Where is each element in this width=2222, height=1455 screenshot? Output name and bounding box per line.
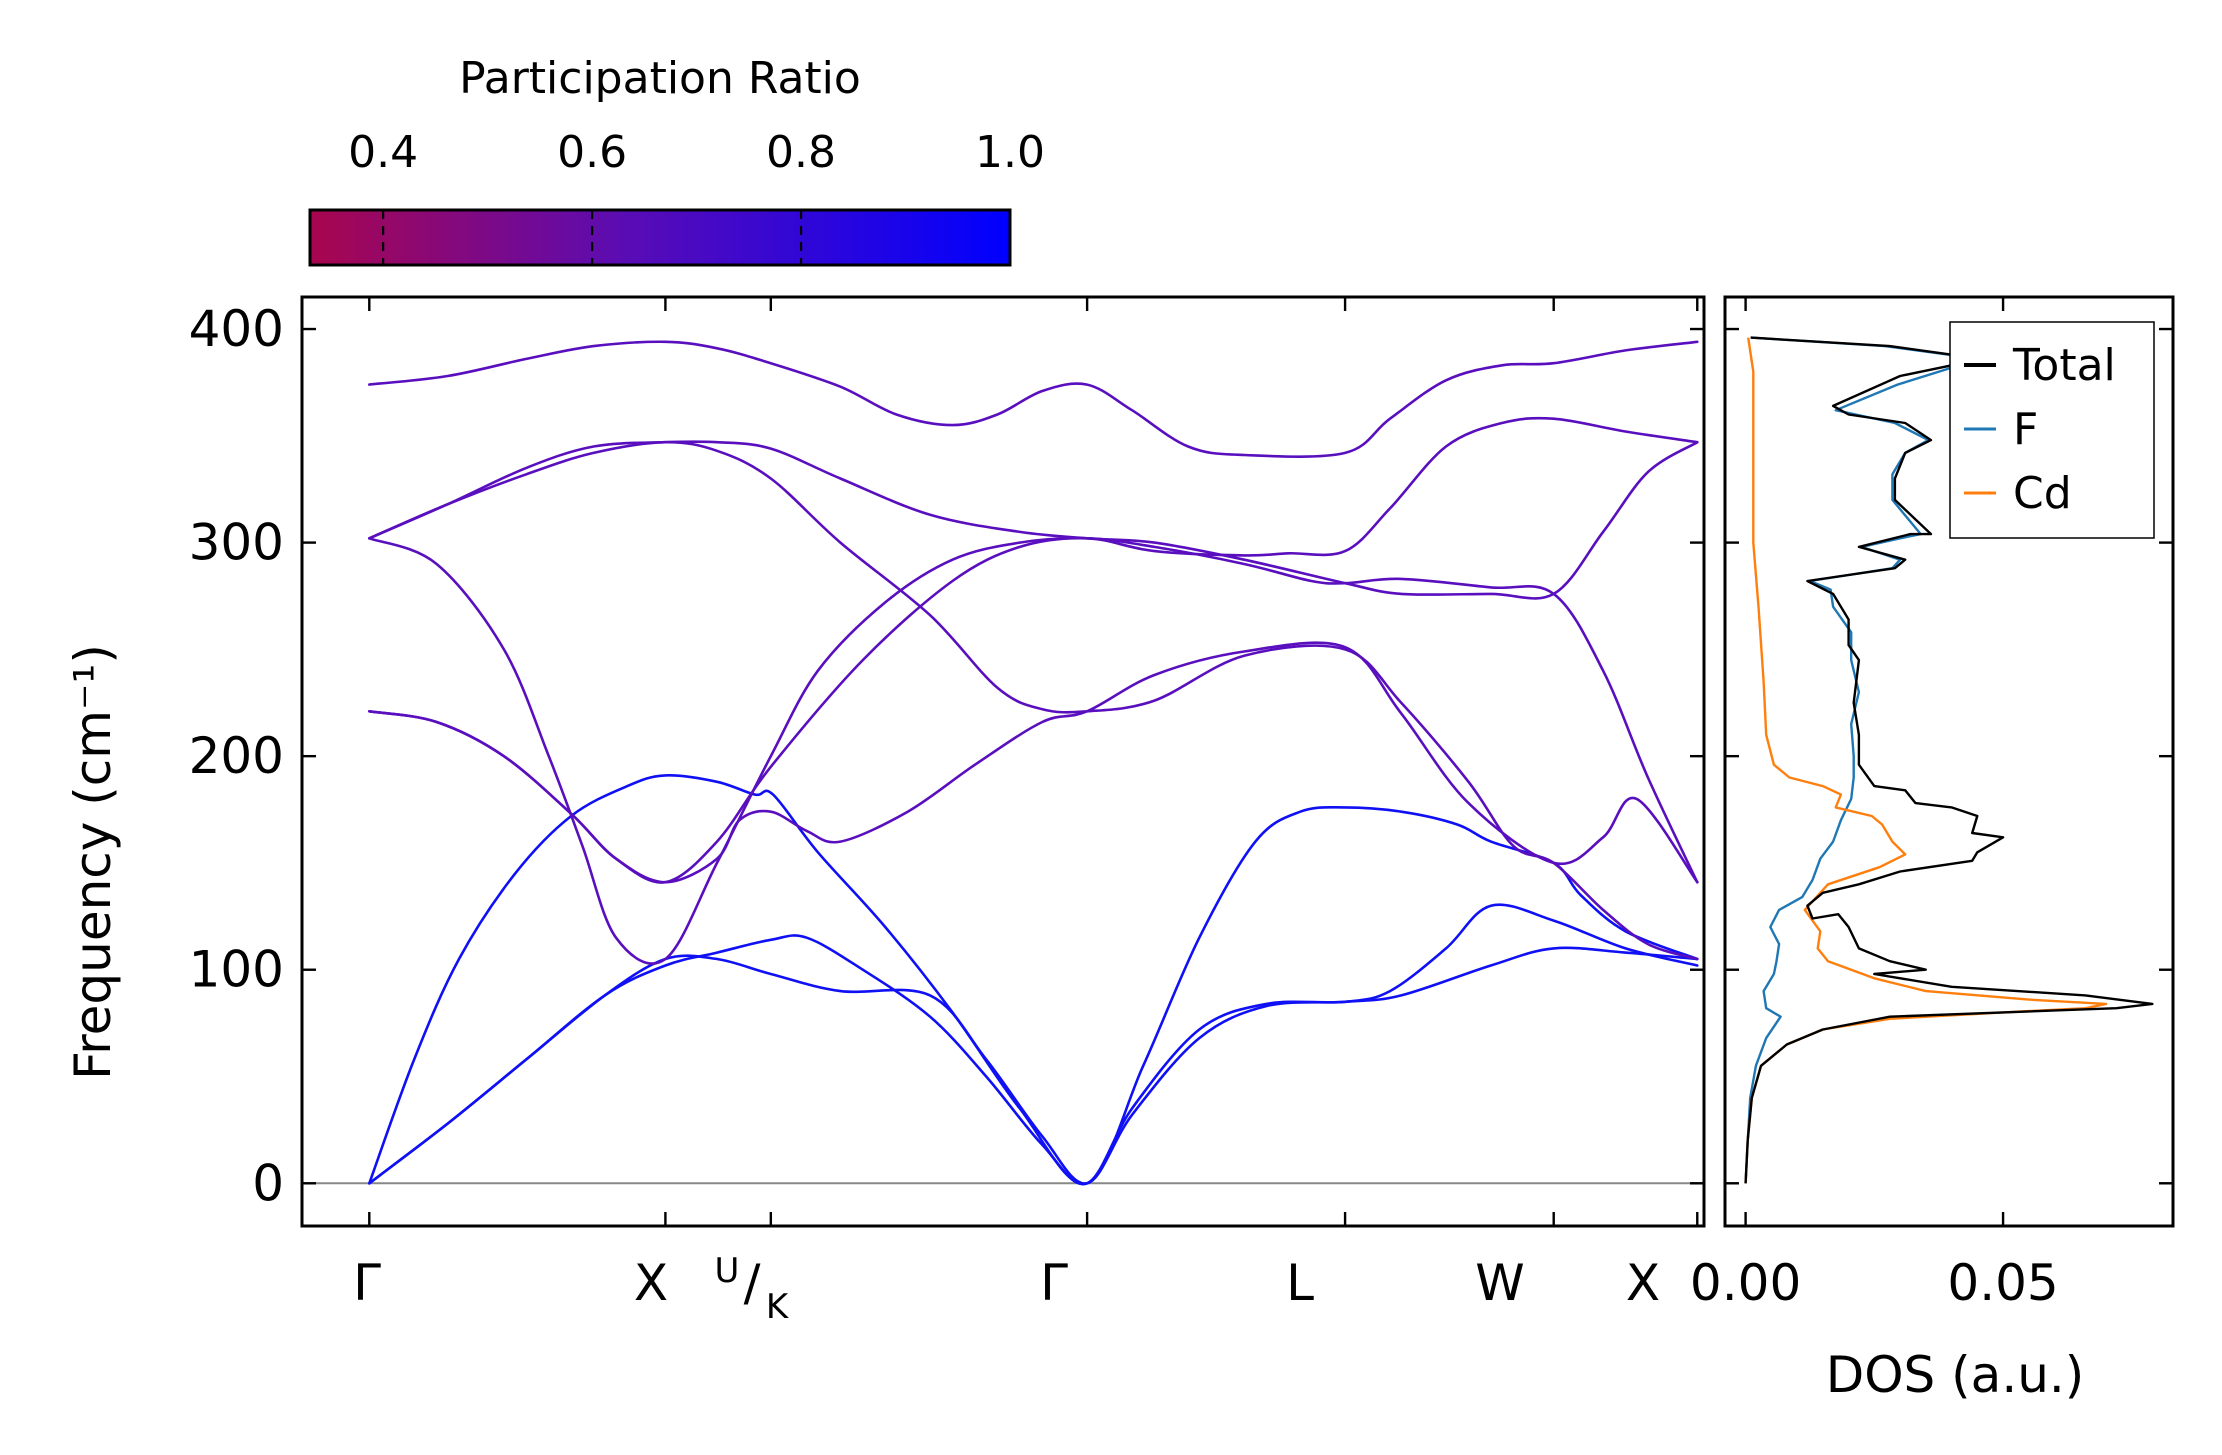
colorbar-title: Participation Ratio (459, 53, 861, 104)
legend-label-total: Total (2012, 340, 2116, 391)
dos-panel: 0.00 0.05 DOS (a.u.) Total F Cd (1690, 295, 2175, 1404)
dos-legend: Total F Cd (1949, 321, 2155, 539)
dos-x-tick-label: 0.05 (1947, 1254, 2058, 1312)
kpoint-label-gamma: Γ (353, 1254, 381, 1312)
band-branch-4 (368, 641, 1699, 884)
kpoint-label-U: U (715, 1251, 740, 1291)
colorbar-tick-label: 0.6 (557, 127, 627, 178)
dos-frame (1723, 295, 2175, 1228)
dos-curve-f (1744, 336, 1982, 1184)
dos-curve-total (1744, 336, 2154, 1184)
band-branch-8 (368, 440, 1699, 600)
y-tick-label: 400 (189, 300, 284, 358)
colorbar-ticks: 0.4 0.6 0.8 1.0 (348, 127, 1045, 265)
band-branch-6 (368, 536, 1699, 965)
kpoint-label-K: K (766, 1287, 790, 1327)
dos-curves (1744, 336, 2154, 1184)
colorbar: Participation Ratio 0.4 0.6 0.8 1.0 (308, 53, 1045, 267)
band-branch-1 (368, 946, 1699, 1185)
dos-x-tick-label: 0.00 (1690, 1254, 1801, 1312)
band-branch-2 (368, 903, 1699, 1186)
band-branches (368, 340, 1699, 1186)
band-structure-panel: 0 100 200 300 400 Frequency (cm⁻¹) Γ X U / K… (64, 295, 1706, 1327)
colorbar-tick-label: 1.0 (975, 127, 1045, 178)
band-branch-9 (368, 340, 1699, 458)
dos-x-ticks: 0.00 0.05 (1690, 297, 2059, 1312)
colorbar-gradient (308, 208, 1012, 267)
kpath-ticks (368, 297, 1699, 1226)
kpoint-label-L: L (1286, 1254, 1314, 1312)
colorbar-tick-label: 0.4 (348, 127, 418, 178)
dos-curve-cd (1744, 337, 2108, 1184)
kpoint-label-slash: / (744, 1254, 761, 1312)
y-tick-label: 100 (189, 941, 284, 999)
colorbar-tick-label: 0.8 (766, 127, 836, 178)
band-branch-5 (368, 416, 1699, 884)
legend-label-cd: Cd (2013, 468, 2072, 519)
dos-x-axis-label: DOS (a.u.) (1826, 1346, 2085, 1404)
y-tick-label: 300 (189, 514, 284, 572)
dos-y-ticks (1725, 327, 2173, 1185)
kpoint-label-X: X (634, 1254, 668, 1312)
kpoint-label-W: W (1475, 1254, 1524, 1312)
y-tick-label: 200 (189, 727, 284, 785)
y-tick-label: 0 (252, 1154, 284, 1212)
band-branch-7 (368, 440, 1699, 961)
kpoint-label-gamma-2: Γ (1040, 1254, 1068, 1312)
kpoint-label-X-2: X (1626, 1254, 1660, 1312)
band-branch-3 (368, 774, 1699, 1186)
y-axis-label: Frequency (cm⁻¹) (64, 644, 122, 1080)
band-y-ticks: 0 100 200 300 400 (189, 300, 1704, 1212)
band-structure-frame (300, 295, 1706, 1228)
legend-label-f: F (2013, 404, 2038, 455)
